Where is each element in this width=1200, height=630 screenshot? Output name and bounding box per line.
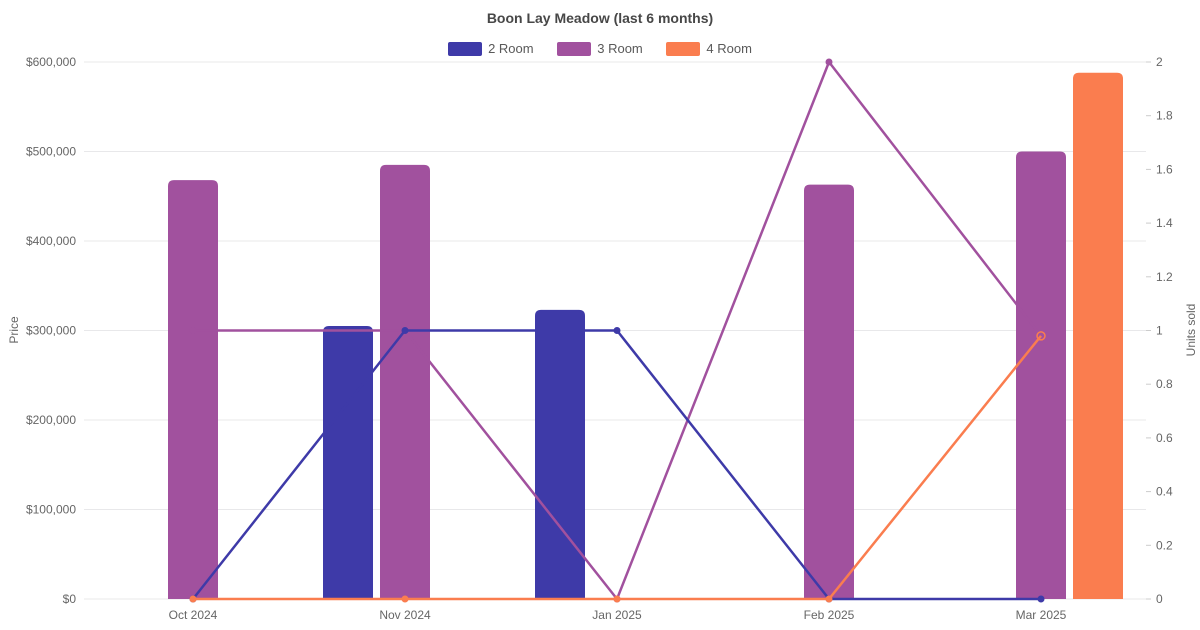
- svg-text:0: 0: [1156, 592, 1163, 606]
- svg-text:Nov 2024: Nov 2024: [379, 608, 431, 622]
- svg-text:$100,000: $100,000: [26, 503, 76, 517]
- svg-text:1.4: 1.4: [1156, 216, 1173, 230]
- svg-text:$400,000: $400,000: [26, 234, 76, 248]
- svg-text:0.4: 0.4: [1156, 485, 1173, 499]
- svg-text:0.8: 0.8: [1156, 377, 1173, 391]
- svg-text:0.6: 0.6: [1156, 431, 1173, 445]
- svg-text:1.8: 1.8: [1156, 109, 1173, 123]
- svg-text:1: 1: [1156, 324, 1163, 338]
- svg-text:$0: $0: [63, 592, 77, 606]
- svg-text:$300,000: $300,000: [26, 324, 76, 338]
- svg-text:$600,000: $600,000: [26, 55, 76, 69]
- svg-text:1.6: 1.6: [1156, 162, 1173, 176]
- svg-text:Jan 2025: Jan 2025: [592, 608, 642, 622]
- svg-text:$200,000: $200,000: [26, 413, 76, 427]
- svg-text:Oct 2024: Oct 2024: [169, 608, 218, 622]
- svg-text:Mar 2025: Mar 2025: [1016, 608, 1067, 622]
- svg-text:$500,000: $500,000: [26, 145, 76, 159]
- svg-text:Feb 2025: Feb 2025: [804, 608, 855, 622]
- svg-text:0.2: 0.2: [1156, 538, 1173, 552]
- svg-text:2: 2: [1156, 55, 1163, 69]
- svg-text:1.2: 1.2: [1156, 270, 1173, 284]
